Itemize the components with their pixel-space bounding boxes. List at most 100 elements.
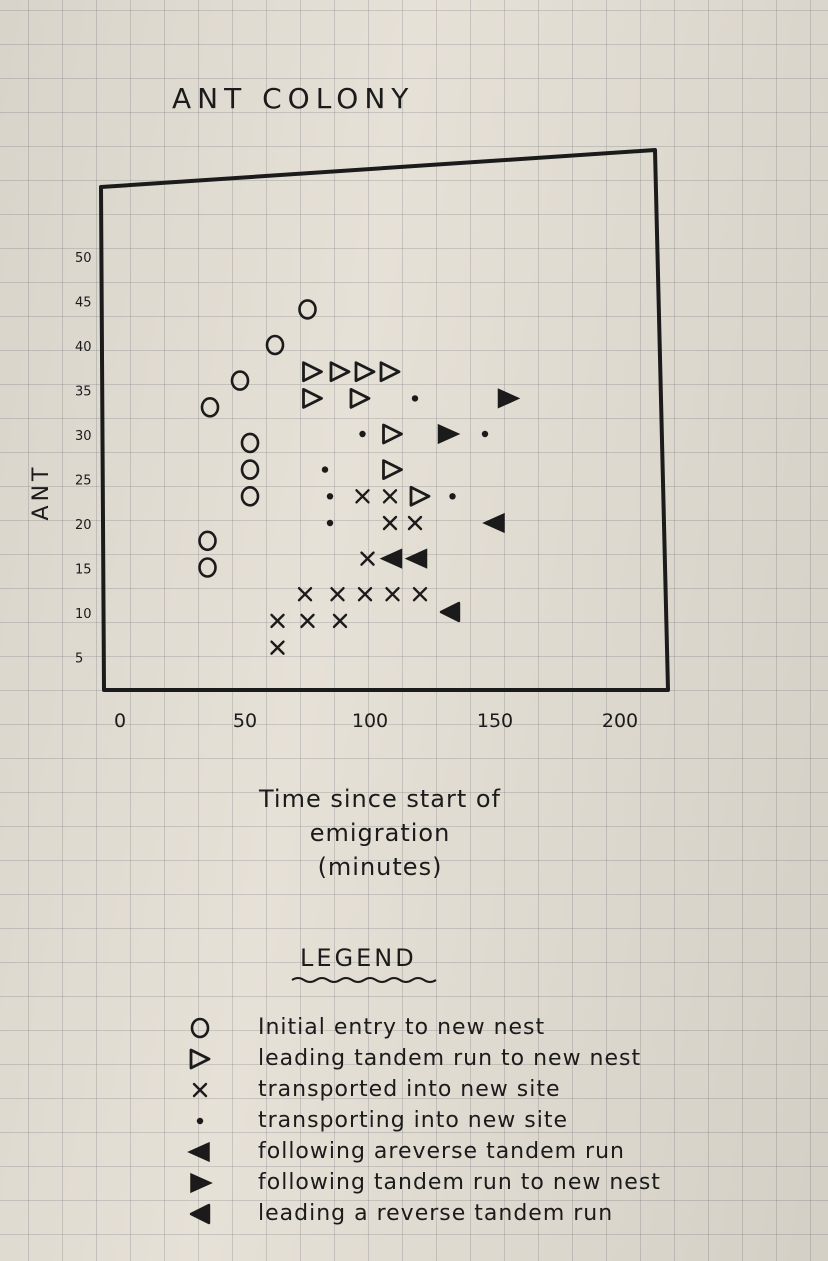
legend-marker-triangle-left-open <box>189 1203 211 1224</box>
y-tick-label: 40 <box>75 340 92 355</box>
legend-item: transported into new site <box>170 1074 810 1105</box>
data-point <box>379 361 401 383</box>
legend-marker-x <box>192 1082 208 1097</box>
legend-symbol <box>170 1107 230 1135</box>
legend-marker-circle <box>190 1017 210 1038</box>
legend-marker-triangle-right-filled <box>190 1172 213 1193</box>
y-tick-label: 15 <box>75 563 92 578</box>
data-point <box>302 361 323 383</box>
x-axis-label-line-3: (minutes) <box>317 853 443 881</box>
y-tick-label: 25 <box>75 474 92 489</box>
y-tick-label: 30 <box>75 429 92 444</box>
data-point <box>481 430 489 438</box>
series-circle <box>198 299 317 578</box>
data-point <box>355 489 370 504</box>
data-points <box>198 299 521 655</box>
y-tick-label: 50 <box>75 251 92 266</box>
plot-frame <box>99 148 670 693</box>
x-tick-label: 200 <box>602 710 638 732</box>
data-point <box>240 485 260 507</box>
series-x <box>270 489 428 655</box>
series-dot <box>321 395 489 527</box>
data-point <box>379 548 403 569</box>
legend-marker-triangle-left-filled <box>187 1141 210 1162</box>
y-axis-label: ANT <box>29 464 54 521</box>
legend-symbol <box>170 1200 230 1228</box>
y-tick-label: 35 <box>75 385 92 400</box>
data-point <box>332 613 348 629</box>
data-point <box>302 387 323 409</box>
data-point <box>330 587 345 602</box>
legend-label: transporting into new site <box>258 1108 569 1133</box>
legend-symbol <box>170 1014 230 1042</box>
legend-symbol <box>170 1138 230 1166</box>
data-point <box>298 299 317 320</box>
data-point <box>404 548 428 569</box>
legend-marker-dot <box>196 1117 204 1124</box>
data-point <box>497 388 521 409</box>
data-point <box>326 519 334 527</box>
data-point <box>349 387 371 409</box>
y-tick-label: 5 <box>75 652 83 667</box>
legend-item: following tandem run to new nest <box>170 1167 810 1198</box>
data-point <box>360 551 375 566</box>
data-point <box>482 512 505 534</box>
data-point <box>329 361 351 383</box>
data-point <box>411 395 419 402</box>
data-point <box>321 466 329 473</box>
series-triangle-right-filled <box>437 388 521 445</box>
legend-item: Initial entry to new nest <box>170 1012 810 1043</box>
x-tick-label: 0 <box>114 710 126 732</box>
legend-label: transported into new site <box>258 1077 561 1102</box>
legend: Initial entry to new nest leading tandem … <box>170 1012 810 1229</box>
data-point <box>297 587 313 602</box>
x-axis-label-line-2: emigration <box>309 819 451 847</box>
legend-symbol <box>170 1045 230 1073</box>
legend-marker-triangle-right-open <box>189 1048 211 1069</box>
legend-label: leading tandem run to new nest <box>258 1046 642 1071</box>
legend-item: transporting into new site <box>170 1105 810 1136</box>
legend-symbol <box>170 1169 230 1197</box>
x-tick-label: 50 <box>233 710 257 732</box>
legend-item: following areverse tandem run <box>170 1136 810 1167</box>
legend-title: LEGEND <box>300 944 417 972</box>
data-point <box>240 432 260 454</box>
data-point <box>326 493 334 500</box>
y-tick-labels: 5 10 15 20 25 30 35 40 45 50 <box>75 251 92 667</box>
series-triangle-left-open <box>439 601 461 623</box>
data-point <box>439 601 461 623</box>
data-point <box>200 396 220 418</box>
legend-item: leading tandem run to new nest <box>170 1043 810 1074</box>
legend-symbol <box>170 1076 230 1104</box>
y-tick-label: 20 <box>75 518 92 533</box>
data-point <box>354 361 376 383</box>
data-point <box>240 459 260 480</box>
data-point <box>357 587 373 602</box>
series-triangle-left-filled <box>379 512 505 569</box>
legend-item: leading a reverse tandem run <box>170 1198 810 1229</box>
x-tick-label: 100 <box>352 710 388 732</box>
chart-title: ANT COLONY <box>172 82 414 115</box>
data-point <box>382 489 398 504</box>
x-axis-label-line-1: Time since start of <box>259 785 501 813</box>
data-point <box>407 515 423 531</box>
data-point <box>265 334 285 356</box>
data-point <box>270 613 285 629</box>
data-point <box>359 430 366 438</box>
x-tick-label: 150 <box>477 710 513 732</box>
legend-label: Initial entry to new nest <box>258 1015 546 1040</box>
x-axis-label: Time since start of emigration (minutes) <box>180 782 580 884</box>
legend-label: leading a reverse tandem run <box>258 1201 614 1226</box>
x-tick-labels: 0 50 100 150 200 <box>114 710 638 732</box>
data-point <box>449 493 456 500</box>
data-point <box>409 485 431 507</box>
data-point <box>412 587 428 602</box>
legend-label: following areverse tandem run <box>258 1139 625 1164</box>
data-point <box>198 530 217 552</box>
data-point <box>230 370 250 391</box>
data-point <box>385 587 400 602</box>
data-point <box>382 459 403 481</box>
data-point <box>382 515 398 531</box>
legend-label: following tandem run to new nest <box>258 1170 661 1195</box>
